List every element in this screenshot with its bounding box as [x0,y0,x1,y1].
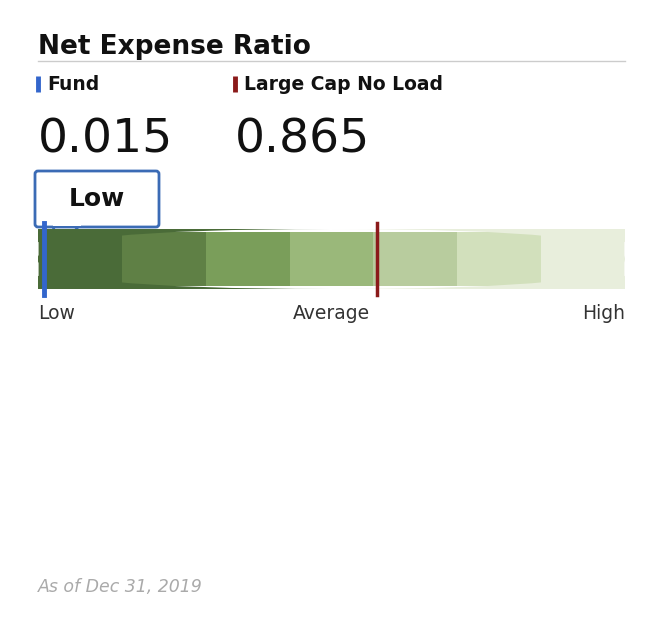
Polygon shape [52,223,81,250]
Bar [38,229,122,289]
Text: Net Expense Ratio: Net Expense Ratio [38,34,311,60]
Bar [457,229,541,289]
Text: High: High [582,304,625,323]
Bar [206,229,289,289]
Bar [53,221,81,226]
Bar [122,229,206,289]
Bar [289,229,374,289]
Text: Low: Low [69,187,125,211]
Bar [374,229,457,289]
Text: 0.865: 0.865 [235,117,370,162]
FancyBboxPatch shape [0,229,331,289]
Text: Fund: Fund [47,75,100,93]
Text: As of Dec 31, 2019: As of Dec 31, 2019 [38,578,203,596]
FancyBboxPatch shape [331,229,659,289]
Text: Average: Average [293,304,370,323]
FancyBboxPatch shape [35,171,159,227]
Text: Low: Low [38,304,75,323]
Text: Large Cap No Load: Large Cap No Load [244,75,443,93]
Text: 0.015: 0.015 [38,117,173,162]
Bar [541,229,625,289]
